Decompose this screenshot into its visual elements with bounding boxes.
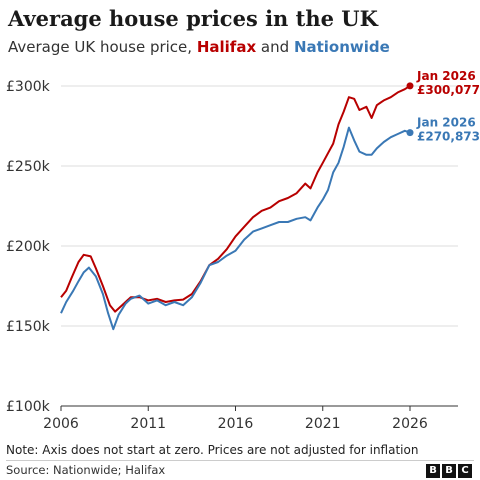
footer-divider — [6, 460, 474, 461]
y-tick-label: £100k — [6, 399, 51, 415]
y-tick-label: £200k — [6, 239, 51, 255]
x-tick-label: 2006 — [43, 416, 79, 432]
x-tick-label: 2021 — [305, 416, 341, 432]
series-end-marker — [406, 129, 414, 137]
y-tick-label: £300k — [6, 79, 51, 95]
subtitle-halifax: Halifax — [196, 38, 257, 56]
chart-subtitle: Average UK house price, Halifax and Nati… — [8, 38, 390, 56]
logo-letter: B — [442, 464, 456, 478]
chart-note: Note: Axis does not start at zero. Price… — [6, 443, 419, 457]
chart-title: Average house prices in the UK — [8, 6, 378, 31]
logo-letter: B — [426, 464, 440, 478]
line-chart: £100k £150k £200k £250k £300k 2006 2011 2016 202… — [6, 69, 480, 432]
x-tick-label: 2011 — [130, 416, 166, 432]
source-credit: Source: Nationwide; Halifax — [6, 463, 166, 477]
subtitle-nationwide: Nationwide — [293, 38, 390, 56]
x-tick-label: 2016 — [218, 416, 254, 432]
end-label-date: Jan 2026 — [416, 116, 476, 130]
series-end-marker — [406, 82, 414, 90]
series-line-nationwide — [60, 126, 411, 331]
x-tick-label: 2026 — [392, 416, 428, 432]
end-label-value: £300,077 — [417, 83, 480, 97]
y-tick-label: £150k — [6, 319, 51, 335]
end-label-date: Jan 2026 — [416, 69, 476, 83]
subtitle-and: and — [260, 38, 290, 56]
logo-letter: C — [458, 464, 472, 478]
y-tick-label: £250k — [6, 159, 51, 175]
bbc-logo: B B C — [426, 464, 472, 478]
subtitle-prefix: Average UK house price, — [8, 38, 193, 56]
end-label-value: £270,873 — [417, 130, 480, 144]
series-line-halifax — [60, 85, 411, 313]
